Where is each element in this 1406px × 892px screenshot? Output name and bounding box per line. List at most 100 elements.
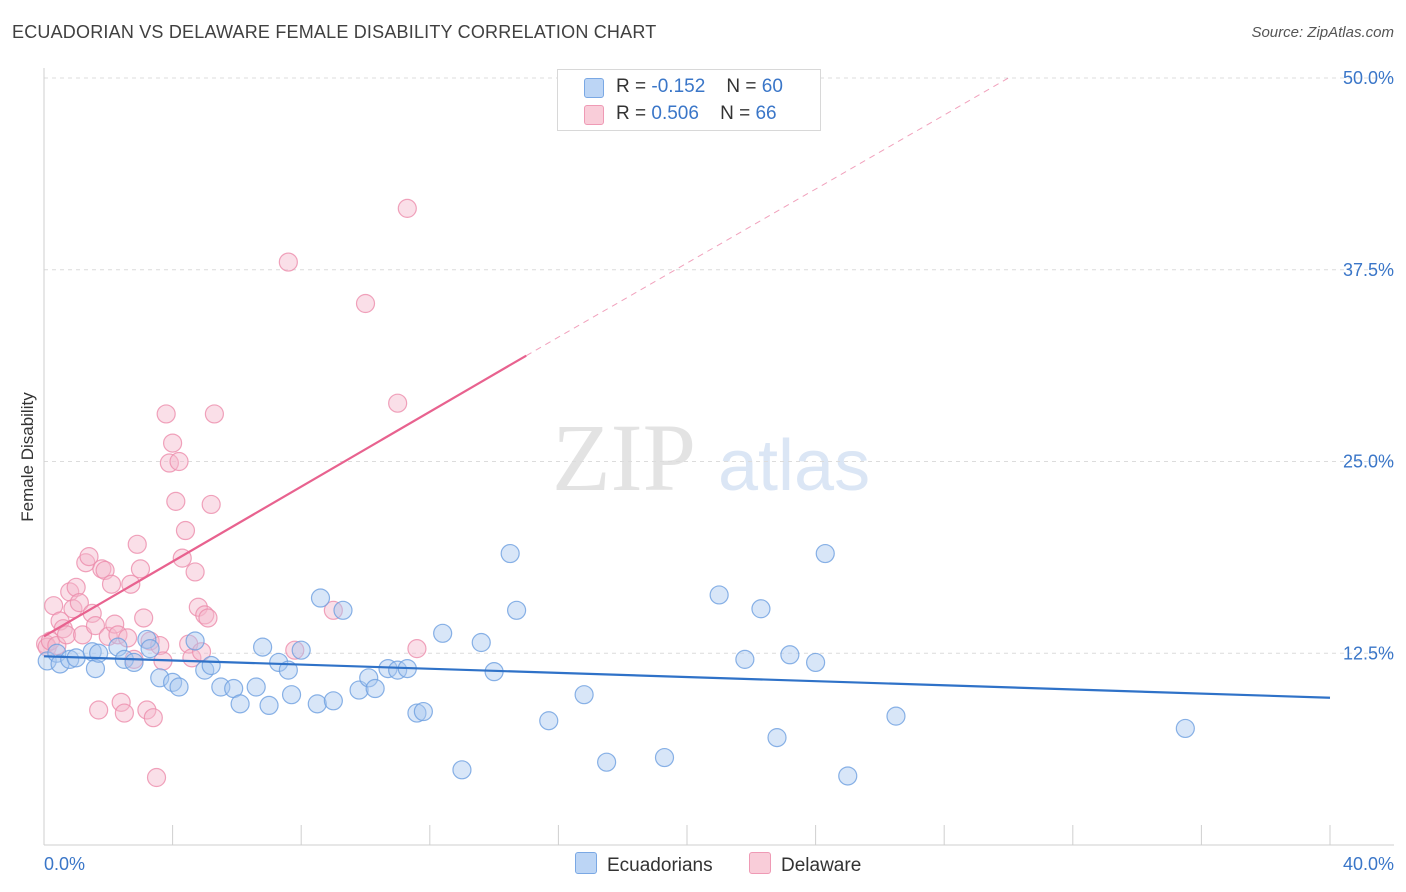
delaware-point xyxy=(85,616,106,636)
y-tick-label: 50.0% xyxy=(1343,68,1394,88)
ecuadorian-point xyxy=(597,752,617,772)
delaware-point xyxy=(92,559,112,579)
delaware-point xyxy=(98,626,118,646)
ecuadorian-point xyxy=(108,637,128,657)
ecuadorian-point xyxy=(539,711,559,731)
legend-n-value: 60 xyxy=(761,76,783,97)
ecuadorian-point xyxy=(767,728,787,748)
ecuadorian-point xyxy=(471,632,491,653)
x-ticks xyxy=(172,825,1331,845)
delaware-point xyxy=(101,574,122,594)
delaware-point xyxy=(285,640,305,660)
ecuadorian-point xyxy=(838,766,858,786)
ecuadorian-point xyxy=(310,588,331,608)
delaware-point xyxy=(201,494,221,515)
delaware-point xyxy=(204,404,224,424)
ecuadorian-point xyxy=(278,660,298,680)
delaware-point xyxy=(323,600,343,620)
ecuadorian-point xyxy=(452,760,472,780)
ecuadorian-point xyxy=(500,543,520,564)
bottom-legend-ecuadorians: Ecuadorians xyxy=(575,852,713,877)
ecuadorian-point xyxy=(281,685,302,705)
delaware-point xyxy=(105,614,125,634)
y-tick-label: 12.5% xyxy=(1343,643,1394,663)
ecuadorian-point xyxy=(333,600,353,620)
legend-swatch-blue xyxy=(584,78,604,98)
y-axis-label: Female Disability xyxy=(18,392,37,522)
delaware-point xyxy=(355,293,376,314)
ecuadorian-point xyxy=(269,652,289,673)
ecuadorian-point xyxy=(89,643,109,663)
bottom-legend-label: Delaware xyxy=(781,855,862,876)
delaware-point xyxy=(127,534,147,554)
ecuadorian-point xyxy=(574,685,594,705)
ecuadorian-point xyxy=(253,637,273,657)
x-tick-label-min: 0.0% xyxy=(44,854,85,874)
ecuadorian-point xyxy=(359,668,379,688)
delaware-point xyxy=(134,608,154,628)
ecuadorian-point xyxy=(259,695,279,716)
delaware-point xyxy=(407,639,427,659)
legend-n-value: 66 xyxy=(755,103,777,124)
ecuadorians-trend-line xyxy=(43,655,1331,699)
ecuadorian-point xyxy=(323,691,343,711)
delaware-trend-extension xyxy=(526,77,1009,357)
legend-r-label: R = xyxy=(616,76,647,97)
ecuadorian-point xyxy=(815,543,835,564)
ecuadorian-point xyxy=(124,652,144,673)
legend-r-value: 0.506 xyxy=(651,103,699,124)
chart-source: Source: ZipAtlas.com xyxy=(1251,24,1394,41)
ecuadorian-point xyxy=(433,623,453,643)
bottom-legend-label: Ecuadorians xyxy=(607,855,713,876)
ecuadorian-point xyxy=(780,645,800,665)
delaware-point xyxy=(47,635,67,656)
ecuadorian-point xyxy=(246,677,266,697)
ecuadorian-point xyxy=(735,649,755,669)
ecuadorian-point xyxy=(388,660,408,680)
ecuadorian-point xyxy=(60,649,80,669)
y-tick-label: 25.0% xyxy=(1343,452,1394,472)
legend-swatch-pink xyxy=(584,105,604,125)
ecuadorian-point xyxy=(365,678,385,699)
delaware-point xyxy=(185,562,205,582)
ecuadorians-points xyxy=(37,543,1195,786)
delaware-point xyxy=(188,597,208,617)
ecuadorian-point xyxy=(291,640,311,660)
watermark-atlas: atlas xyxy=(718,426,870,506)
bottom-legend-swatch-pink xyxy=(749,852,771,874)
delaware-point xyxy=(397,198,417,218)
chart-title: ECUADORIAN VS DELAWARE FEMALE DISABILITY… xyxy=(12,22,657,42)
ecuadorian-point xyxy=(140,639,160,659)
delaware-point xyxy=(156,404,176,424)
ecuadorian-point xyxy=(85,658,106,679)
delaware-point xyxy=(278,252,298,272)
ecuadorian-point xyxy=(407,703,427,723)
delaware-point xyxy=(175,520,196,541)
ecuadorian-point xyxy=(805,652,826,673)
delaware-point xyxy=(56,625,77,645)
x-tick-label-max: 40.0% xyxy=(1343,854,1394,874)
delaware-point xyxy=(169,451,189,472)
delaware-point xyxy=(195,605,215,625)
legend-n-label: N = xyxy=(726,76,757,97)
legend-n-label: N = xyxy=(720,103,751,124)
ecuadorian-point xyxy=(185,631,205,651)
legend: R = -0.152 N = 60 R = 0.506 N = 66 xyxy=(557,69,821,131)
trend-lines xyxy=(43,77,1331,699)
delaware-point xyxy=(198,608,218,628)
bottom-legend-delaware: Delaware xyxy=(749,852,861,877)
ecuadorian-point xyxy=(201,655,221,676)
delaware-trend-line xyxy=(43,354,527,638)
axes xyxy=(43,68,1394,846)
delaware-point xyxy=(159,453,179,473)
delaware-point xyxy=(137,700,157,720)
ecuadorian-point xyxy=(709,585,729,605)
bottom-legend-swatch-blue xyxy=(575,852,597,874)
ecuadorian-point xyxy=(413,701,433,722)
delaware-point xyxy=(114,703,134,723)
delaware-point xyxy=(388,393,408,413)
delaware-point xyxy=(163,433,183,453)
ecuadorian-point xyxy=(654,747,675,768)
ecuadorian-point xyxy=(169,677,189,697)
